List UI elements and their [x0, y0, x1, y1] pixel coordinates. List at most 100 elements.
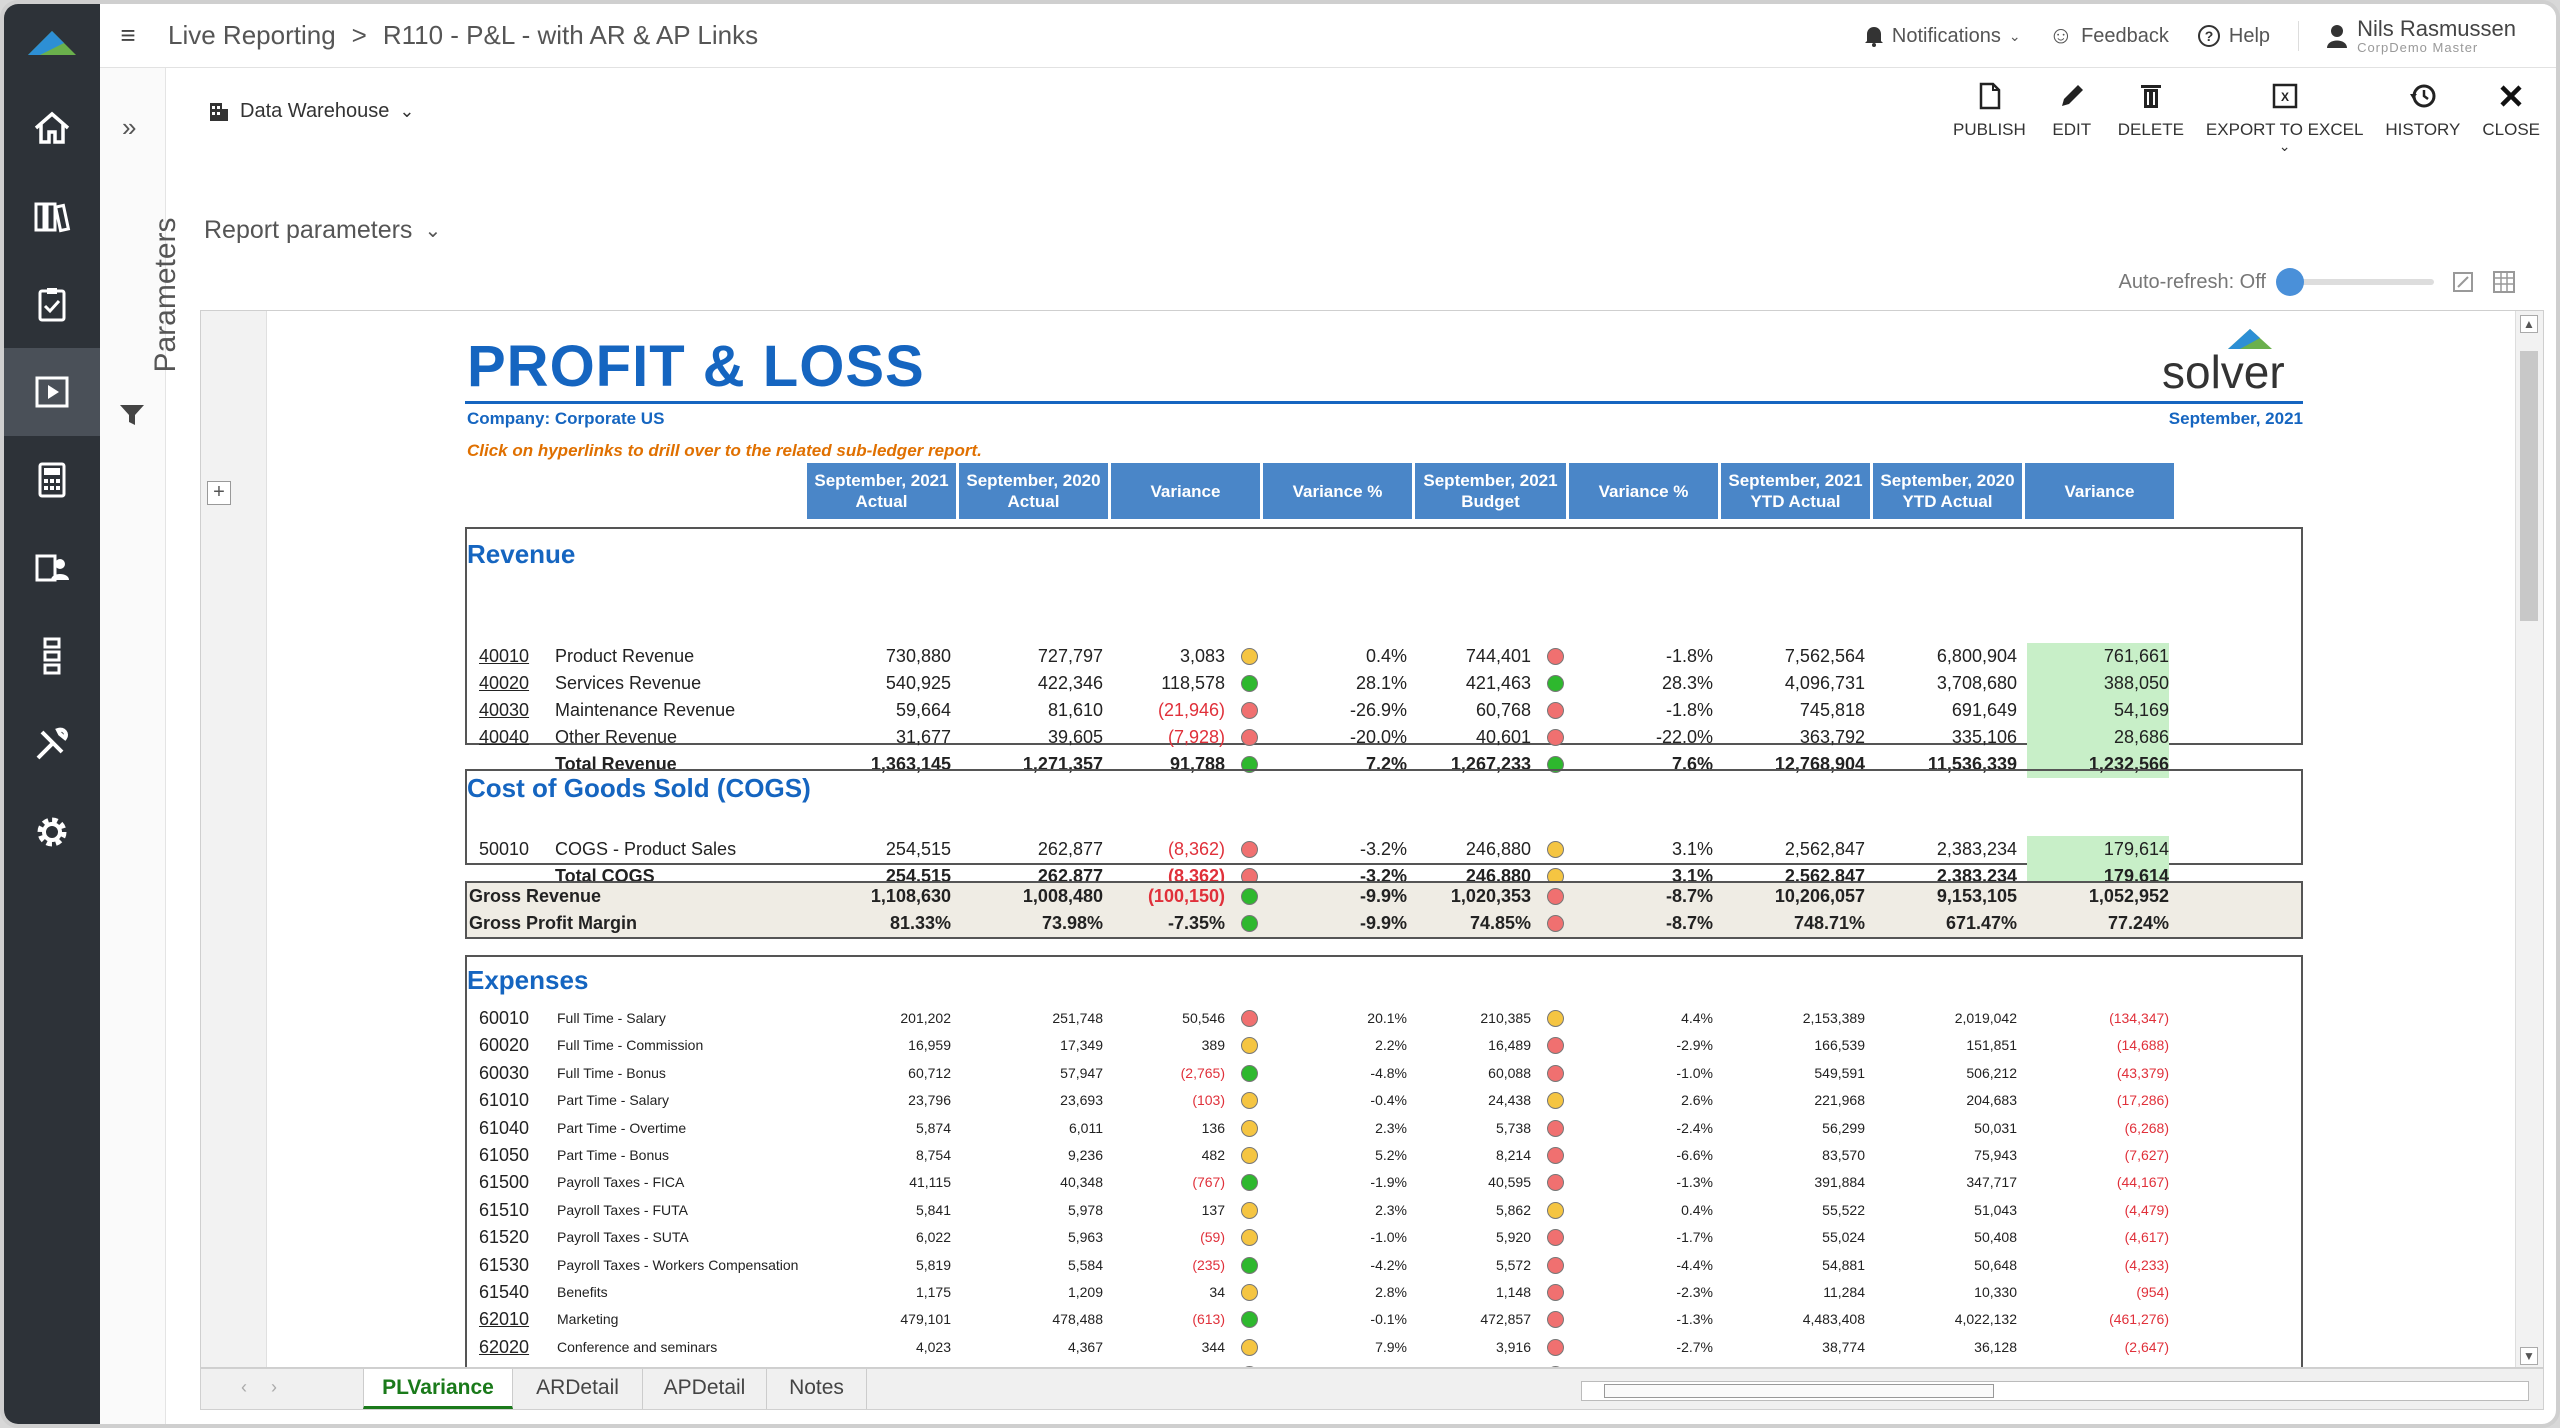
nav-home[interactable]	[4, 84, 100, 172]
value-cell: 9,153,105	[1936, 886, 2017, 906]
status-indicator-icon	[1547, 1037, 1564, 1055]
report-sheet: PROFIT & LOSS solver Company: Corporate …	[267, 311, 2513, 1367]
nav-library[interactable]	[4, 172, 100, 260]
account-code: 61040	[479, 1117, 530, 1138]
value-cell: 75,943	[1974, 1147, 2017, 1163]
bell-icon	[1864, 27, 1883, 47]
grid-view-icon[interactable]	[2492, 270, 2516, 294]
value-cell: -9.9%	[1359, 913, 1407, 933]
value-cell: 2,019,042	[1954, 1010, 2017, 1026]
status-indicator-icon	[1547, 702, 1564, 719]
tab-nav-arrows-icon[interactable]: ‹›	[241, 1377, 301, 1397]
parameters-panel-toggle[interactable]: » Parameters	[100, 68, 182, 1424]
value-cell: 77.24%	[2107, 913, 2169, 933]
value-cell: 7.9%	[1375, 1338, 1407, 1355]
nav-settings[interactable]	[4, 788, 100, 876]
status-indicator-icon	[1241, 1092, 1258, 1110]
value-cell: 671.47%	[1945, 913, 2017, 933]
delete-button[interactable]: DELETE	[2118, 82, 2184, 155]
scrollbar-thumb[interactable]	[2520, 351, 2538, 621]
account-code[interactable]: 62020	[479, 1336, 530, 1357]
value-cell: 745,818	[1799, 700, 1865, 720]
vertical-scrollbar[interactable]: ▲ ▼	[2515, 311, 2543, 1367]
value-cell: 210,385	[1480, 1010, 1531, 1026]
breadcrumb-live-reporting[interactable]: Live Reporting	[168, 20, 336, 50]
value-cell: 1,148	[1495, 1284, 1531, 1300]
horizontal-scrollbar[interactable]	[1581, 1381, 2529, 1401]
status-indicator-icon	[1241, 915, 1258, 932]
value-cell: 2.2%	[1375, 1037, 1407, 1054]
account-code[interactable]: 40020	[479, 673, 530, 693]
tab-apdetail[interactable]: APDetail	[643, 1369, 767, 1409]
value-cell: 6,022	[915, 1229, 951, 1246]
history-button[interactable]: HISTORY	[2385, 82, 2460, 155]
account-code[interactable]: 40030	[479, 700, 530, 720]
account-code[interactable]: 62030	[479, 1361, 529, 1367]
report-parameters-toggle[interactable]: Report parameters ⌄	[204, 216, 441, 245]
fullscreen-icon[interactable]	[2452, 271, 2474, 293]
value-cell: 54,169	[2113, 700, 2169, 720]
nav-modules[interactable]	[4, 612, 100, 700]
publish-button[interactable]: PUBLISH	[1953, 82, 2026, 155]
value-cell: -1.0%	[1676, 1064, 1713, 1081]
user-menu[interactable]: Nils Rasmussen CorpDemo Master	[2327, 17, 2516, 55]
expand-chevron-icon[interactable]: »	[122, 112, 137, 142]
status-indicator-icon	[1547, 1338, 1564, 1356]
status-indicator-icon	[1547, 1064, 1564, 1082]
account-code[interactable]: 40010	[479, 646, 530, 666]
nav-tasks[interactable]	[4, 260, 100, 348]
value-cell: 506,212	[1966, 1064, 2017, 1081]
value-cell: 60,768	[1475, 700, 1531, 720]
value-cell: 363,792	[1799, 727, 1865, 747]
chevron-down-icon[interactable]: ⌄	[2278, 138, 2291, 154]
notifications-button[interactable]: Notifications ⌄	[1864, 25, 2021, 48]
account-code[interactable]: 40040	[479, 727, 530, 747]
edit-button[interactable]: EDIT	[2048, 82, 2096, 155]
period-label: September, 2021	[2168, 409, 2303, 428]
value-cell: -4.2%	[1370, 1256, 1407, 1273]
nav-tools[interactable]	[4, 700, 100, 788]
tab-plvariance[interactable]: PLVariance	[363, 1369, 513, 1409]
nav-users[interactable]	[4, 524, 100, 612]
account-code[interactable]: 62010	[479, 1309, 530, 1330]
value-cell: 81,610	[1047, 700, 1103, 720]
close-label: CLOSE	[2482, 120, 2540, 139]
table-row: 62010 Marketing 479,101 478,488 (613) -0.1% 47…	[467, 1306, 2303, 1333]
expand-group-button[interactable]: +	[207, 481, 231, 505]
divider	[2298, 21, 2300, 51]
account-description: Maintenance Revenue	[555, 700, 736, 720]
variance-highlight	[2027, 724, 2169, 751]
value-cell: 3,083	[1179, 646, 1225, 666]
slider-knob[interactable]	[2276, 268, 2304, 296]
value-cell: 389	[1201, 1037, 1225, 1054]
logo-text: solver	[2162, 346, 2285, 398]
value-cell: 41,115	[909, 1174, 951, 1191]
value-cell: 17,349	[1060, 1037, 1103, 1054]
value-cell: 422,346	[1037, 673, 1103, 693]
help-button[interactable]: ? Help	[2197, 24, 2270, 48]
value-cell: 39,605	[1047, 727, 1103, 747]
scroll-down-icon[interactable]: ▼	[2520, 1347, 2538, 1365]
scroll-up-icon[interactable]: ▲	[2520, 315, 2538, 333]
feedback-button[interactable]: ☺ Feedback	[2049, 22, 2169, 50]
account-description: Part Time - Bonus	[557, 1147, 670, 1163]
auto-refresh-slider[interactable]	[2276, 268, 2434, 296]
value-cell: (954)	[2136, 1284, 2169, 1300]
status-indicator-icon	[1547, 841, 1564, 858]
nav-reports[interactable]	[4, 348, 100, 436]
close-button[interactable]: CLOSE	[2482, 82, 2540, 155]
datasource-selector[interactable]: Data Warehouse ⌄	[208, 100, 414, 123]
status-indicator-icon	[1241, 675, 1258, 692]
export-excel-button[interactable]: X EXPORT TO EXCEL ⌄	[2206, 82, 2363, 155]
filter-icon[interactable]	[118, 402, 146, 428]
scrollbar-thumb[interactable]	[1604, 1384, 1994, 1398]
value-cell: 0.4%	[1365, 646, 1407, 666]
tab-ardetail[interactable]: ARDetail	[513, 1369, 643, 1409]
value-cell: (14,688)	[2116, 1037, 2169, 1054]
notifications-label: Notifications	[1891, 24, 2001, 47]
tools-icon	[36, 727, 68, 760]
tab-notes[interactable]: Notes	[767, 1369, 867, 1409]
nav-planning[interactable]	[4, 436, 100, 524]
value-cell: 5,920	[1495, 1229, 1531, 1246]
hamburger-menu-icon[interactable]: ≡	[120, 20, 136, 50]
